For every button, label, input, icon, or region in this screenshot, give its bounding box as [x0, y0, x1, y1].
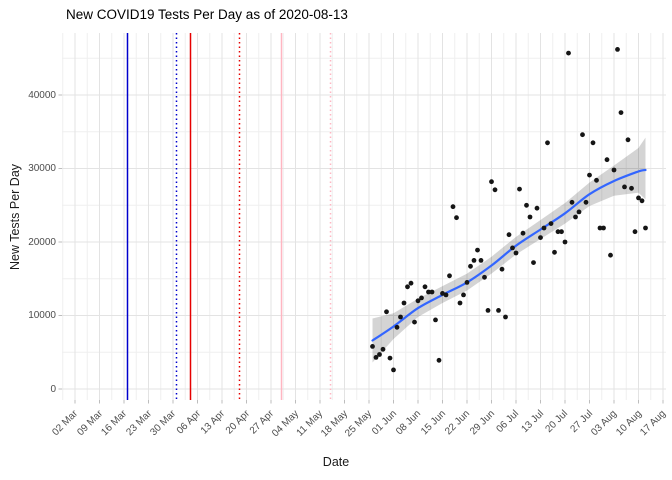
data-point — [443, 292, 449, 298]
data-point — [618, 110, 624, 115]
data-point — [398, 314, 403, 320]
data-point — [632, 229, 638, 235]
data-point — [499, 266, 505, 272]
data-point — [604, 157, 610, 163]
data-point — [426, 289, 431, 295]
y-tick-label: 20000 — [28, 236, 56, 248]
data-point — [415, 298, 421, 304]
data-point — [580, 132, 585, 138]
data-point — [464, 280, 470, 285]
data-point — [482, 274, 487, 280]
data-point — [450, 204, 456, 210]
data-point — [447, 273, 452, 279]
data-point — [601, 225, 606, 231]
data-point — [391, 367, 396, 373]
data-point — [380, 346, 386, 352]
y-tick-label: 30000 — [28, 163, 56, 174]
data-point — [590, 140, 596, 146]
data-point — [510, 245, 515, 251]
y-tick-label: 40000 — [28, 89, 56, 101]
data-point — [461, 292, 466, 298]
data-point — [583, 199, 589, 205]
data-point — [629, 185, 634, 191]
data-point — [419, 295, 424, 301]
data-point — [478, 258, 484, 263]
data-point — [552, 249, 557, 255]
data-point — [545, 140, 550, 146]
data-point — [513, 250, 519, 256]
data-point — [597, 225, 603, 231]
data-point — [538, 235, 543, 241]
data-point — [541, 225, 547, 231]
data-point — [370, 344, 375, 349]
data-point — [373, 355, 379, 360]
data-point — [555, 229, 561, 235]
data-point — [548, 221, 554, 227]
data-point — [517, 186, 522, 192]
data-point — [527, 214, 533, 220]
data-point — [506, 232, 512, 238]
data-point — [576, 209, 582, 215]
y-tick-label: 0 — [50, 383, 56, 395]
data-point — [587, 172, 592, 178]
data-point — [496, 308, 501, 313]
data-point — [625, 137, 631, 143]
data-point — [531, 260, 536, 265]
data-point — [569, 199, 575, 205]
data-point — [412, 319, 417, 325]
data-point — [377, 352, 382, 357]
data-point — [394, 324, 400, 330]
data-point — [611, 167, 617, 173]
data-point — [468, 263, 473, 269]
data-point — [408, 280, 414, 286]
data-point — [503, 314, 508, 320]
data-point — [436, 357, 442, 363]
data-point — [562, 239, 568, 245]
data-point — [559, 229, 564, 235]
data-point — [524, 202, 529, 208]
data-point — [594, 177, 599, 183]
data-point — [534, 205, 540, 211]
data-point — [573, 214, 578, 220]
data-point — [608, 252, 613, 258]
data-point — [475, 247, 480, 253]
data-point — [405, 284, 410, 290]
data-point — [454, 215, 459, 221]
data-point — [615, 47, 620, 52]
data-point — [492, 187, 498, 193]
y-tick-label: 10000 — [28, 310, 56, 321]
data-point — [433, 317, 438, 323]
data-point — [636, 195, 641, 201]
data-point — [639, 198, 645, 204]
data-point — [429, 289, 435, 295]
data-point — [566, 50, 571, 56]
data-point — [622, 184, 627, 190]
smooth-trend-line — [371, 168, 647, 342]
x-axis-title: Date — [322, 455, 350, 469]
data-point — [384, 309, 389, 315]
data-point — [387, 355, 393, 361]
data-point — [471, 258, 477, 263]
data-point — [422, 284, 428, 290]
data-point — [489, 179, 494, 185]
data-point — [485, 308, 491, 313]
data-point — [401, 300, 407, 306]
chart-title: New COVID19 Tests Per Day as of 2020-08-… — [66, 7, 348, 22]
data-point — [457, 300, 463, 306]
data-point — [520, 230, 526, 236]
data-point — [643, 225, 648, 231]
